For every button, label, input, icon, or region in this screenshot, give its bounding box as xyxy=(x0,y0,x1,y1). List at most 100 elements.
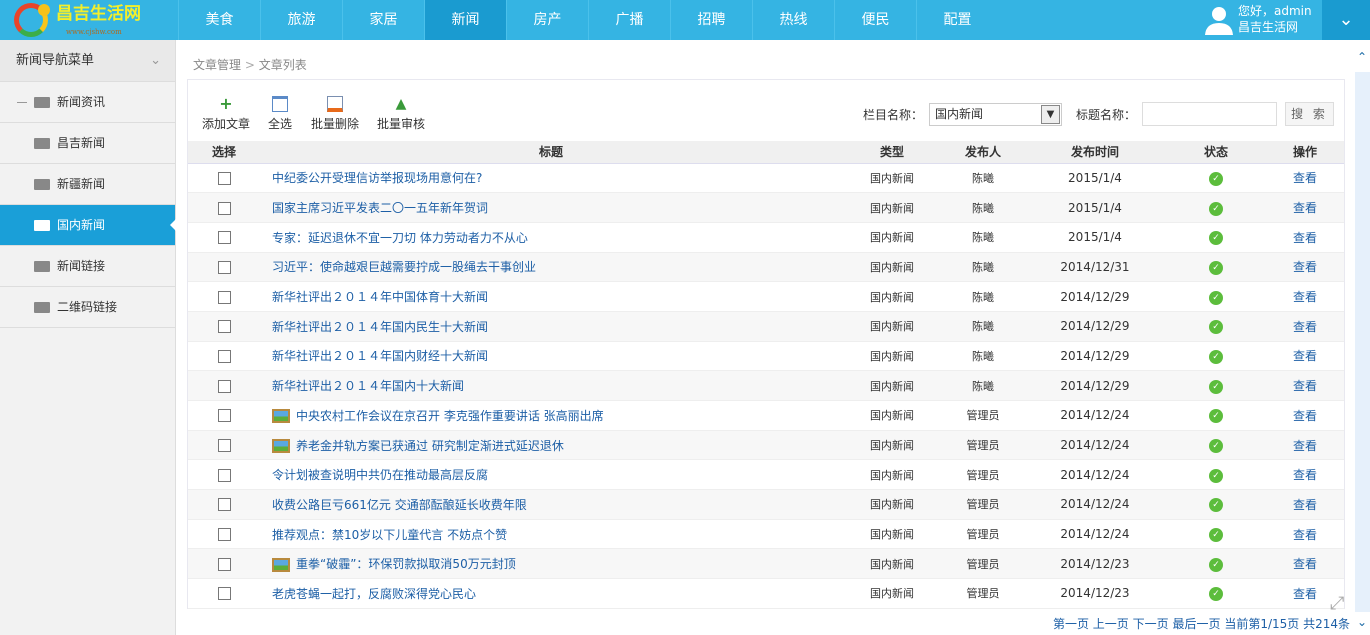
view-link[interactable]: 查看 xyxy=(1292,201,1317,216)
nav-item[interactable]: 广播 xyxy=(588,0,670,40)
article-title-link[interactable]: 专家：延迟退休不宜一刀切 体力劳动者力不从心 xyxy=(272,230,528,245)
article-title-link[interactable]: 中纪委公开受理信访举报现场用意何在? xyxy=(272,171,483,186)
view-link[interactable]: 查看 xyxy=(1292,586,1317,601)
next-page-link[interactable]: 下一页 xyxy=(1132,617,1169,631)
publish-date: 2014/12/29 xyxy=(1024,341,1166,372)
view-link[interactable]: 查看 xyxy=(1292,230,1317,245)
sidebar-item[interactable]: 国内新闻 xyxy=(0,205,176,246)
view-link[interactable]: 查看 xyxy=(1292,557,1317,572)
sidebar-item[interactable]: 新闻资讯 xyxy=(0,82,175,123)
article-title-link[interactable]: 重拳“破霾”：环保罚款拟取消50万元封顶 xyxy=(296,557,516,572)
sidebar-item[interactable]: 新疆新闻 xyxy=(0,164,175,205)
view-link[interactable]: 查看 xyxy=(1292,171,1317,186)
sidebar-header[interactable]: 新闻导航菜单 ⌄ xyxy=(0,40,175,82)
search-button[interactable]: 搜 索 xyxy=(1285,102,1334,126)
sidebar-item[interactable]: 二维码链接 xyxy=(0,287,175,328)
resize-icon[interactable]: ⤢ xyxy=(1330,593,1345,614)
row-checkbox[interactable] xyxy=(217,349,231,363)
article-title-link[interactable]: 新华社评出２０１４年中国体育十大新闻 xyxy=(272,290,489,305)
breadcrumb-parent[interactable]: 文章管理 xyxy=(193,58,242,72)
nav-item[interactable]: 房产 xyxy=(506,0,588,40)
title-search-input[interactable] xyxy=(1142,102,1277,126)
article-title-link[interactable]: 老虎苍蝇一起打，反腐败深得党心民心 xyxy=(272,586,477,601)
view-link[interactable]: 查看 xyxy=(1292,290,1317,305)
select-all-button[interactable]: 全选 xyxy=(268,96,292,132)
sidebar-item[interactable]: 新闻链接 xyxy=(0,246,175,287)
view-link[interactable]: 查看 xyxy=(1292,527,1317,542)
article-title-link[interactable]: 令计划被查说明中共仍在推动最高层反腐 xyxy=(272,468,489,483)
article-author: 陈曦 xyxy=(942,311,1024,342)
row-checkbox[interactable] xyxy=(217,260,231,274)
nav-item[interactable]: 热线 xyxy=(752,0,834,40)
nav-item[interactable]: 便民 xyxy=(834,0,916,40)
view-link[interactable]: 查看 xyxy=(1292,260,1317,275)
view-link[interactable]: 查看 xyxy=(1292,497,1317,512)
batch-review-button[interactable]: ▲ 批量审核 xyxy=(377,96,425,132)
first-page-link[interactable]: 第一页 xyxy=(1052,617,1089,631)
sidebar-item-label: 新闻资讯 xyxy=(57,95,106,109)
row-checkbox[interactable] xyxy=(217,171,231,185)
article-title-link[interactable]: 新华社评出２０１４年国内十大新闻 xyxy=(272,379,465,394)
nav-item[interactable]: 旅游 xyxy=(260,0,342,40)
sidebar-item[interactable]: 昌吉新闻 xyxy=(0,123,175,164)
article-author: 管理员 xyxy=(942,400,1024,431)
view-link[interactable]: 查看 xyxy=(1292,468,1317,483)
publish-date: 2015/1/4 xyxy=(1024,192,1166,223)
article-title-link[interactable]: 养老金并轨方案已获通过 研究制定渐进式延迟退休 xyxy=(296,438,564,453)
scrollbar[interactable]: ⌃ ⌄ xyxy=(1355,40,1370,635)
row-checkbox[interactable] xyxy=(217,439,231,453)
view-link[interactable]: 查看 xyxy=(1292,319,1317,334)
row-checkbox[interactable] xyxy=(217,528,231,542)
chevron-down-icon: ⌄ xyxy=(150,53,161,68)
nav-item[interactable]: 家居 xyxy=(342,0,424,40)
article-title-link[interactable]: 新华社评出２０１４年国内财经十大新闻 xyxy=(272,349,489,364)
row-checkbox[interactable] xyxy=(217,320,231,334)
user-site: 昌吉生活网 xyxy=(1238,20,1299,34)
article-title-link[interactable]: 推荐观点：禁10岁以下儿童代言 不妨点个赞 xyxy=(272,527,508,542)
row-checkbox[interactable] xyxy=(217,468,231,482)
check-circle-icon: ✓ xyxy=(1209,320,1223,335)
sidebar-item-label: 新闻链接 xyxy=(57,259,106,273)
row-checkbox[interactable] xyxy=(217,290,231,304)
batch-delete-label: 批量删除 xyxy=(311,117,360,131)
scroll-track[interactable] xyxy=(1355,72,1370,612)
nav-item[interactable]: 新闻 xyxy=(424,0,506,40)
article-title-link[interactable]: 习近平：使命越艰巨越需要拧成一股绳去干事创业 xyxy=(272,260,537,275)
nav-item[interactable]: 美食 xyxy=(178,0,260,40)
row-checkbox[interactable] xyxy=(217,201,231,215)
article-title-link[interactable]: 中央农村工作会议在京召开 李克强作重要讲话 张高丽出席 xyxy=(296,408,604,423)
logo[interactable]: 昌吉生活网 www.cjshw.com xyxy=(0,0,178,40)
row-checkbox[interactable] xyxy=(217,379,231,393)
window-delete-icon xyxy=(327,96,343,112)
view-link[interactable]: 查看 xyxy=(1292,349,1317,364)
view-link[interactable]: 查看 xyxy=(1292,408,1317,423)
article-title-link[interactable]: 新华社评出２０１４年国内民生十大新闻 xyxy=(272,319,489,334)
logo-url: www.cjshw.com xyxy=(66,28,122,36)
article-type: 国内新闻 xyxy=(842,578,942,609)
nav-item[interactable]: 招聘 xyxy=(670,0,752,40)
view-link[interactable]: 查看 xyxy=(1292,438,1317,453)
row-checkbox[interactable] xyxy=(217,498,231,512)
user-info[interactable]: 您好，admin 昌吉生活网 xyxy=(1200,3,1320,37)
column-select[interactable]: 国内新闻 ▼ xyxy=(928,102,1062,126)
article-author: 陈曦 xyxy=(942,192,1024,223)
view-link[interactable]: 查看 xyxy=(1292,379,1317,394)
row-checkbox[interactable] xyxy=(217,231,231,245)
last-page-link[interactable]: 最后一页 xyxy=(1172,617,1221,631)
row-checkbox[interactable] xyxy=(217,587,231,601)
article-title-link[interactable]: 国家主席习近平发表二〇一五年新年贺词 xyxy=(272,201,489,216)
article-type: 国内新闻 xyxy=(842,222,942,253)
nav-item[interactable]: 配置 xyxy=(916,0,998,40)
row-checkbox[interactable] xyxy=(217,409,231,423)
prev-page-link[interactable]: 上一页 xyxy=(1092,617,1129,631)
batch-delete-button[interactable]: 批量删除 xyxy=(311,96,359,132)
row-checkbox[interactable] xyxy=(217,557,231,571)
scroll-down-icon[interactable]: ⌄ xyxy=(1357,615,1368,629)
scroll-up-icon[interactable]: ⌃ xyxy=(1357,50,1368,64)
article-title-link[interactable]: 收费公路巨亏661亿元 交通部酝酿延长收费年限 xyxy=(272,497,527,512)
chevron-down-icon[interactable]: ⌄ xyxy=(1322,0,1370,40)
add-article-button[interactable]: + 添加文章 xyxy=(202,96,250,132)
check-circle-icon: ✓ xyxy=(1209,349,1223,364)
collapse-icon[interactable] xyxy=(17,102,27,103)
article-type: 国内新闻 xyxy=(842,430,942,461)
